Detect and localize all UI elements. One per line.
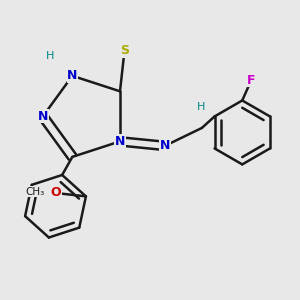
Text: H: H [46,51,54,61]
Text: N: N [115,135,125,148]
Text: O: O [50,187,61,200]
Text: N: N [160,140,170,152]
Text: CH₃: CH₃ [26,187,45,197]
Text: F: F [247,74,256,87]
Text: N: N [67,69,77,82]
Text: N: N [38,110,48,123]
Text: S: S [120,44,129,57]
Text: H: H [196,102,205,112]
